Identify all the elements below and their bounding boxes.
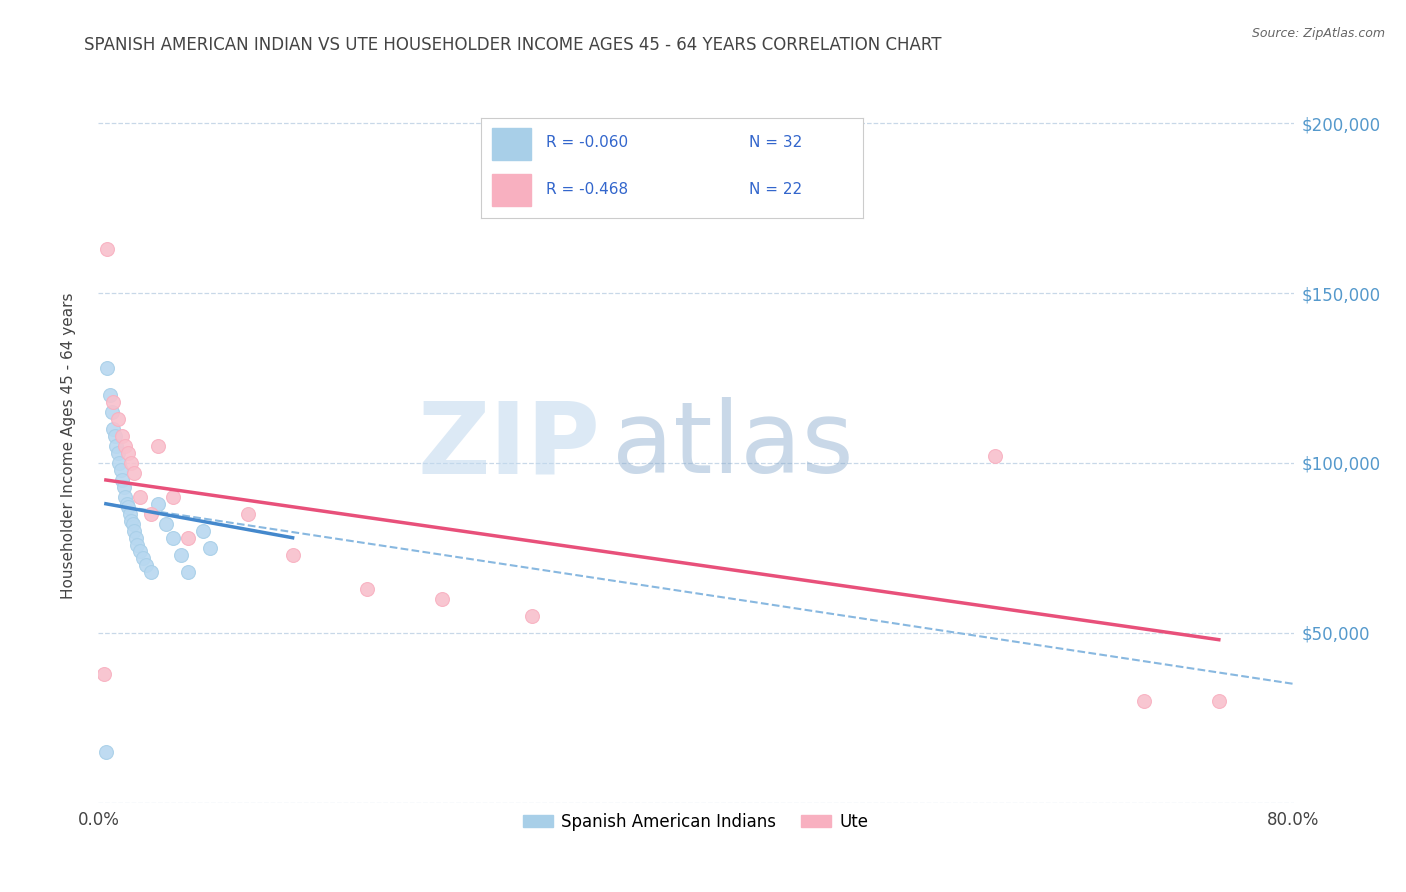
Y-axis label: Householder Income Ages 45 - 64 years: Householder Income Ages 45 - 64 years <box>62 293 76 599</box>
Point <box>107 412 129 426</box>
Point <box>96 242 118 256</box>
Point <box>129 490 152 504</box>
Text: ZIP: ZIP <box>418 398 600 494</box>
Point <box>162 490 184 504</box>
Point <box>127 537 149 551</box>
Point <box>135 558 157 572</box>
Point <box>124 466 146 480</box>
Legend: Spanish American Indians, Ute: Spanish American Indians, Ute <box>516 806 876 838</box>
Point <box>125 531 148 545</box>
Point <box>356 582 378 596</box>
Point <box>162 531 184 545</box>
Point <box>139 565 162 579</box>
Point <box>94 745 117 759</box>
Point <box>112 480 135 494</box>
Point <box>98 388 122 402</box>
Point <box>103 422 125 436</box>
Point <box>103 394 125 409</box>
Point <box>520 608 543 623</box>
Point <box>148 497 170 511</box>
Point <box>148 439 170 453</box>
Point <box>115 497 138 511</box>
Point <box>120 456 142 470</box>
Point <box>177 565 200 579</box>
Point <box>110 463 132 477</box>
Point <box>120 514 142 528</box>
Point <box>1133 694 1156 708</box>
Text: Source: ZipAtlas.com: Source: ZipAtlas.com <box>1251 27 1385 40</box>
Point <box>1208 694 1230 708</box>
Point <box>155 517 177 532</box>
Point <box>177 531 200 545</box>
Point <box>129 544 152 558</box>
Point <box>111 429 134 443</box>
Point <box>200 541 222 555</box>
Point <box>96 360 118 375</box>
Point <box>117 446 139 460</box>
Point <box>118 507 141 521</box>
Point <box>108 456 131 470</box>
Point <box>984 449 1007 463</box>
Point <box>132 551 155 566</box>
Text: atlas: atlas <box>613 398 853 494</box>
Point <box>114 490 136 504</box>
Point <box>121 517 143 532</box>
Point <box>139 507 162 521</box>
Point <box>236 507 259 521</box>
Point <box>105 439 128 453</box>
Point <box>124 524 146 538</box>
Point <box>117 500 139 515</box>
Point <box>430 591 453 606</box>
Point <box>111 473 134 487</box>
Point <box>107 446 129 460</box>
Point <box>101 405 124 419</box>
Point <box>191 524 214 538</box>
Text: SPANISH AMERICAN INDIAN VS UTE HOUSEHOLDER INCOME AGES 45 - 64 YEARS CORRELATION: SPANISH AMERICAN INDIAN VS UTE HOUSEHOLD… <box>84 36 942 54</box>
Point <box>169 548 191 562</box>
Point <box>281 548 304 562</box>
Point <box>93 666 115 681</box>
Point <box>114 439 136 453</box>
Point <box>104 429 127 443</box>
